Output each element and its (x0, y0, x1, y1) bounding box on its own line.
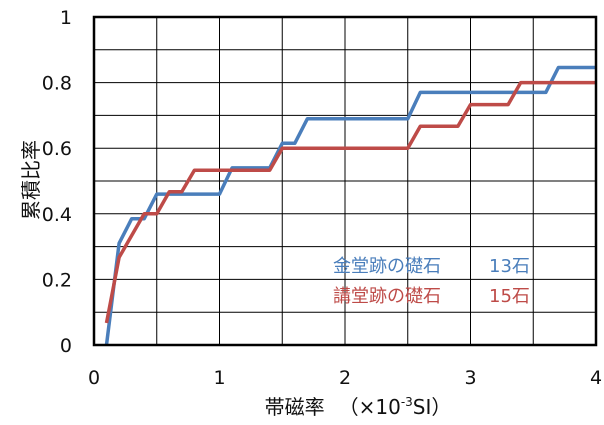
y-axis-title: 累積比率 (19, 140, 43, 220)
x-axis-title-main: 帯磁率 (265, 395, 325, 419)
y-tick-label: 0.6 (42, 138, 72, 160)
series-lines (104, 65, 596, 346)
y-tick-label: 0 (60, 335, 72, 357)
tick-labels: 0 1 2 3 4 0 0.2 0.4 0.6 0.8 1 (42, 7, 602, 389)
x-axis-title: 帯磁率 （×10-3SI） (265, 395, 452, 419)
x-tick-label: 1 (213, 367, 225, 389)
y-tick-label: 0.4 (42, 204, 72, 226)
series-line-kodo (104, 80, 596, 324)
y-tick-label: 1 (60, 7, 72, 29)
x-axis-title-unit-exp: -3 (401, 395, 413, 409)
x-tick-label: 2 (339, 367, 351, 389)
plot-frame (92, 15, 598, 347)
legend-name-kondo: 金堂跡の礎石 (333, 256, 441, 277)
legend-count-kondo: 13石 (489, 256, 530, 277)
x-tick-label: 4 (590, 367, 602, 389)
legend-count-kodo: 15石 (489, 286, 530, 307)
legend: 金堂跡の礎石 13石 講堂跡の礎石 15石 (333, 256, 530, 307)
x-tick-label: 0 (88, 367, 100, 389)
y-tick-label: 0.8 (42, 73, 72, 95)
x-tick-label: 3 (464, 367, 476, 389)
x-axis-title-unit-prefix: （×10 (339, 395, 401, 419)
legend-name-kodo: 講堂跡の礎石 (333, 286, 441, 307)
y-tick-label: 0.2 (42, 269, 72, 291)
x-axis-title-unit-suffix: SI） (413, 395, 452, 419)
